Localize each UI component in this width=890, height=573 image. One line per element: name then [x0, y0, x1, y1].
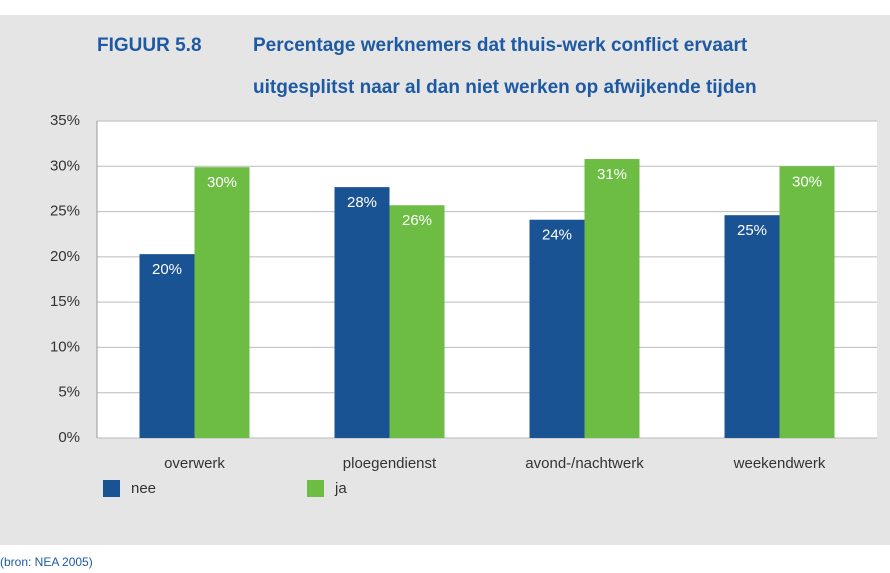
- legend-label: ja: [334, 480, 347, 497]
- bar: [584, 159, 640, 439]
- y-tick-label: 35%: [50, 112, 80, 129]
- y-tick-label: 30%: [50, 157, 80, 174]
- bar: [724, 215, 780, 438]
- bar: [779, 166, 835, 439]
- figure-label: FIGUUR 5.8: [97, 35, 202, 56]
- x-tick-label: avond-/nachtwerk: [525, 455, 644, 472]
- x-tick-label: overwerk: [164, 455, 225, 472]
- bar: [334, 187, 390, 438]
- legend-swatch: [307, 480, 324, 497]
- bar: [139, 254, 195, 438]
- legend-label: nee: [131, 480, 156, 497]
- value-label: 24%: [542, 227, 572, 244]
- value-label: 31%: [597, 166, 627, 183]
- y-tick-label: 5%: [58, 384, 80, 401]
- value-label: 30%: [207, 174, 237, 191]
- x-tick-label: ploegendienst: [343, 455, 437, 472]
- bar: [389, 205, 445, 438]
- value-label: 20%: [152, 261, 182, 278]
- y-tick-label: 10%: [50, 338, 80, 355]
- source: (bron: NEA 2005): [0, 555, 93, 569]
- y-tick-label: 0%: [58, 429, 80, 446]
- legend-swatch: [103, 480, 120, 497]
- bar: [529, 219, 585, 438]
- value-label: 30%: [792, 173, 822, 190]
- bar: [194, 167, 250, 439]
- value-label: 26%: [402, 212, 432, 229]
- value-label: 25%: [737, 222, 767, 239]
- y-tick-label: 25%: [50, 203, 80, 220]
- y-tick-label: 20%: [50, 248, 80, 265]
- y-tick-label: 15%: [50, 293, 80, 310]
- chart-title: uitgesplitst naar al dan niet werken op …: [253, 77, 757, 98]
- value-label: 28%: [347, 194, 377, 211]
- x-tick-label: weekendwerk: [733, 455, 826, 472]
- chart-title: Percentage werknemers dat thuis-werk con…: [253, 35, 748, 56]
